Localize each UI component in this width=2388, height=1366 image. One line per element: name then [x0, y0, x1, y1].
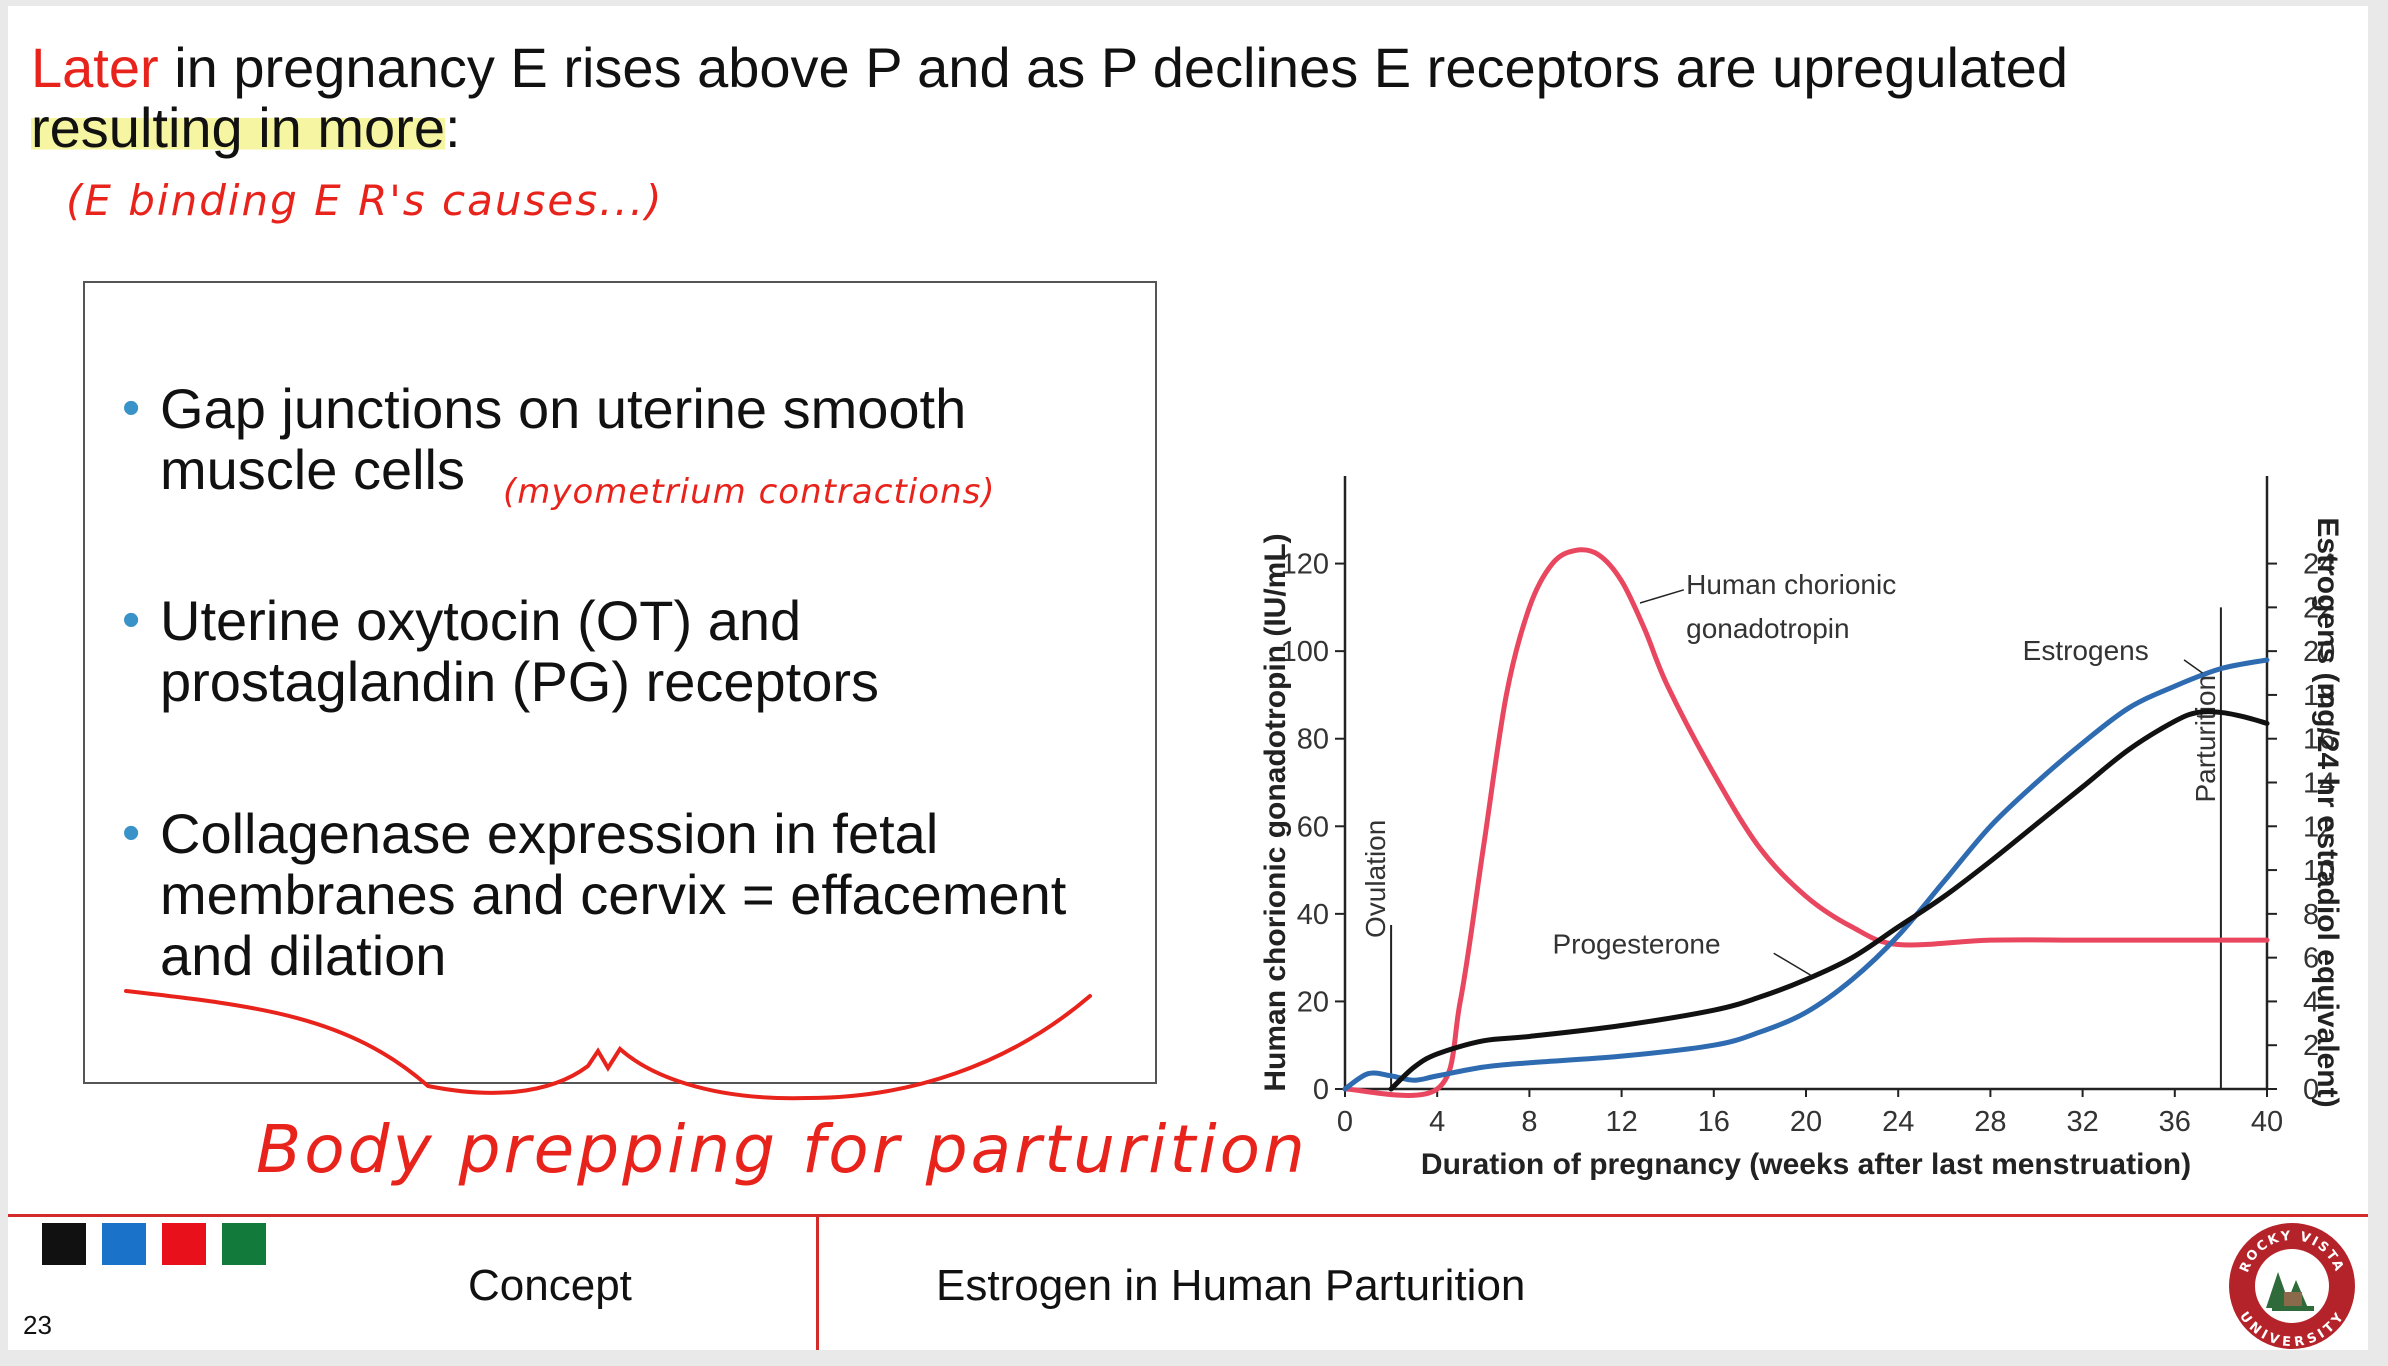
y-right-tick-label: 20 — [2303, 636, 2335, 668]
y-left-tick-label: 20 — [1297, 986, 1329, 1018]
x-tick-label: 28 — [1974, 1106, 2006, 1138]
estrogens-leader — [2183, 659, 2203, 674]
y-axis-right-title: Estrogens (mg/24 hr estradiol equivalent… — [2311, 517, 2343, 1107]
y-right-tick-label: 14 — [2303, 768, 2335, 800]
chart-lines — [1342, 547, 2270, 1098]
annotation-myometrium: (myometrium contractions) — [503, 472, 996, 512]
handdrawn-brace — [124, 989, 1092, 1101]
y-right-tick-label: 16 — [2303, 724, 2335, 756]
footer-rule — [8, 1214, 2368, 1217]
y-right-tick-label: 24 — [2303, 549, 2335, 581]
x-tick-label: 40 — [2251, 1106, 2283, 1138]
color-swatch-black — [42, 1223, 86, 1265]
y-right-tick-label: 12 — [2303, 811, 2335, 843]
bullet-text: Uterine oxytocin (OT) and prostaglandin … — [160, 589, 880, 713]
footer-divider — [816, 1216, 819, 1350]
y-left-tick-label: 40 — [1297, 899, 1329, 931]
hcg-leader — [1639, 589, 1685, 604]
y-right-tick-label: 6 — [2303, 943, 2319, 975]
estrogens-label: Estrogens — [2023, 635, 2149, 666]
x-tick-label: 8 — [1521, 1106, 1537, 1138]
progesterone-leader — [1773, 952, 1811, 976]
series-line-2 — [1388, 709, 2270, 1092]
bullet-dot: • — [122, 379, 141, 437]
x-tick-label: 4 — [1429, 1106, 1445, 1138]
marker-label: Ovulation — [1360, 820, 1391, 938]
y-left-tick-label: 80 — [1297, 724, 1329, 756]
x-tick-label: 24 — [1882, 1106, 1914, 1138]
color-swatch-green — [222, 1223, 266, 1265]
bullet-box: • Gap junctions on uterine smooth muscle… — [83, 281, 1157, 1084]
bullet-dot: • — [122, 591, 141, 649]
x-tick-label: 0 — [1337, 1106, 1353, 1138]
heading-line2: resulting in more — [31, 96, 445, 159]
y-right-tick-label: 18 — [2303, 680, 2335, 712]
series-line-1 — [1342, 657, 2270, 1092]
marker-label: Parturition — [2190, 675, 2221, 803]
hcg-label-line1: Human chorionic — [1686, 569, 1896, 600]
x-tick-label: 12 — [1605, 1106, 1637, 1138]
bullet-gap-junctions: • Gap junctions on uterine smooth muscle… — [122, 377, 1150, 501]
heading-colon: : — [444, 96, 461, 159]
y-right-tick-label: 4 — [2303, 986, 2319, 1018]
bullet-text: Collagenase expression in fetal membrane… — [160, 802, 1067, 987]
footer-concept-label: Concept — [468, 1261, 632, 1310]
y-left-tick-label: 0 — [1313, 1074, 1329, 1106]
annotation-body-prepping: Body prepping for parturition — [256, 1111, 1308, 1188]
annotation-e-binding: (E binding E R's causes...) — [66, 176, 664, 225]
bullet-text: Gap junctions on uterine smooth muscle c… — [160, 377, 967, 501]
slide-number: 23 — [23, 1310, 52, 1340]
x-tick-label: 20 — [1790, 1106, 1822, 1138]
chart-axes — [1343, 476, 2269, 1091]
y-right-tick-label: 2 — [2303, 1030, 2319, 1062]
slide: Later in pregnancy E rises above P and a… — [8, 6, 2368, 1350]
x-tick-label: 32 — [2066, 1106, 2098, 1138]
footer-topic: Estrogen in Human Parturition — [936, 1261, 1526, 1310]
bullet-collagenase: • Collagenase expression in fetal membra… — [122, 802, 1150, 987]
series-line-0 — [1342, 547, 2270, 1098]
y-left-tick-label: 100 — [1281, 636, 1329, 668]
y-left-tick-label: 120 — [1281, 549, 1329, 581]
x-axis-title: Duration of pregnancy (weeks after last … — [1421, 1148, 2191, 1181]
heading-line1: in pregnancy E rises above P and as P de… — [158, 36, 2068, 99]
bullet-dot: • — [122, 804, 141, 862]
slide-heading: Later in pregnancy E rises above P and a… — [31, 36, 2331, 159]
chart-ticks: 0 4 8 12 16 20 24 28 32 36 40020406080100120024681… — [1281, 549, 2336, 1138]
y-axis-left-title: Human chorionic gonadotropin (IU/mL) — [1259, 533, 1292, 1091]
heading-later: Later — [31, 36, 159, 99]
x-tick-label: 36 — [2159, 1106, 2191, 1138]
y-right-tick-label: 10 — [2303, 855, 2335, 887]
color-swatch-blue — [102, 1223, 146, 1265]
hcg-label-line2: gonadotropin — [1686, 613, 1849, 644]
university-seal-logo: ROCKY VISTA UNIVERSITY — [2229, 1223, 2355, 1350]
hormone-chart: 0 4 8 12 16 20 24 28 32 36 40020406080100120024681… — [1259, 476, 2343, 1181]
y-right-tick-label: 8 — [2303, 899, 2319, 931]
color-swatch-red — [162, 1223, 206, 1265]
y-right-tick-label: 0 — [2303, 1074, 2319, 1106]
chart-labels: Duration of pregnancy (weeks after last … — [1259, 517, 2343, 1181]
y-left-tick-label: 60 — [1297, 811, 1329, 843]
y-right-tick-label: 22 — [2303, 592, 2335, 624]
progesterone-label: Progesterone — [1552, 928, 1720, 959]
x-tick-label: 16 — [1698, 1106, 1730, 1138]
chart-markers: Ovulation Parturition — [1360, 607, 2222, 1089]
bullet-oxytocin-receptors: • Uterine oxytocin (OT) and prostaglandi… — [122, 589, 1150, 713]
